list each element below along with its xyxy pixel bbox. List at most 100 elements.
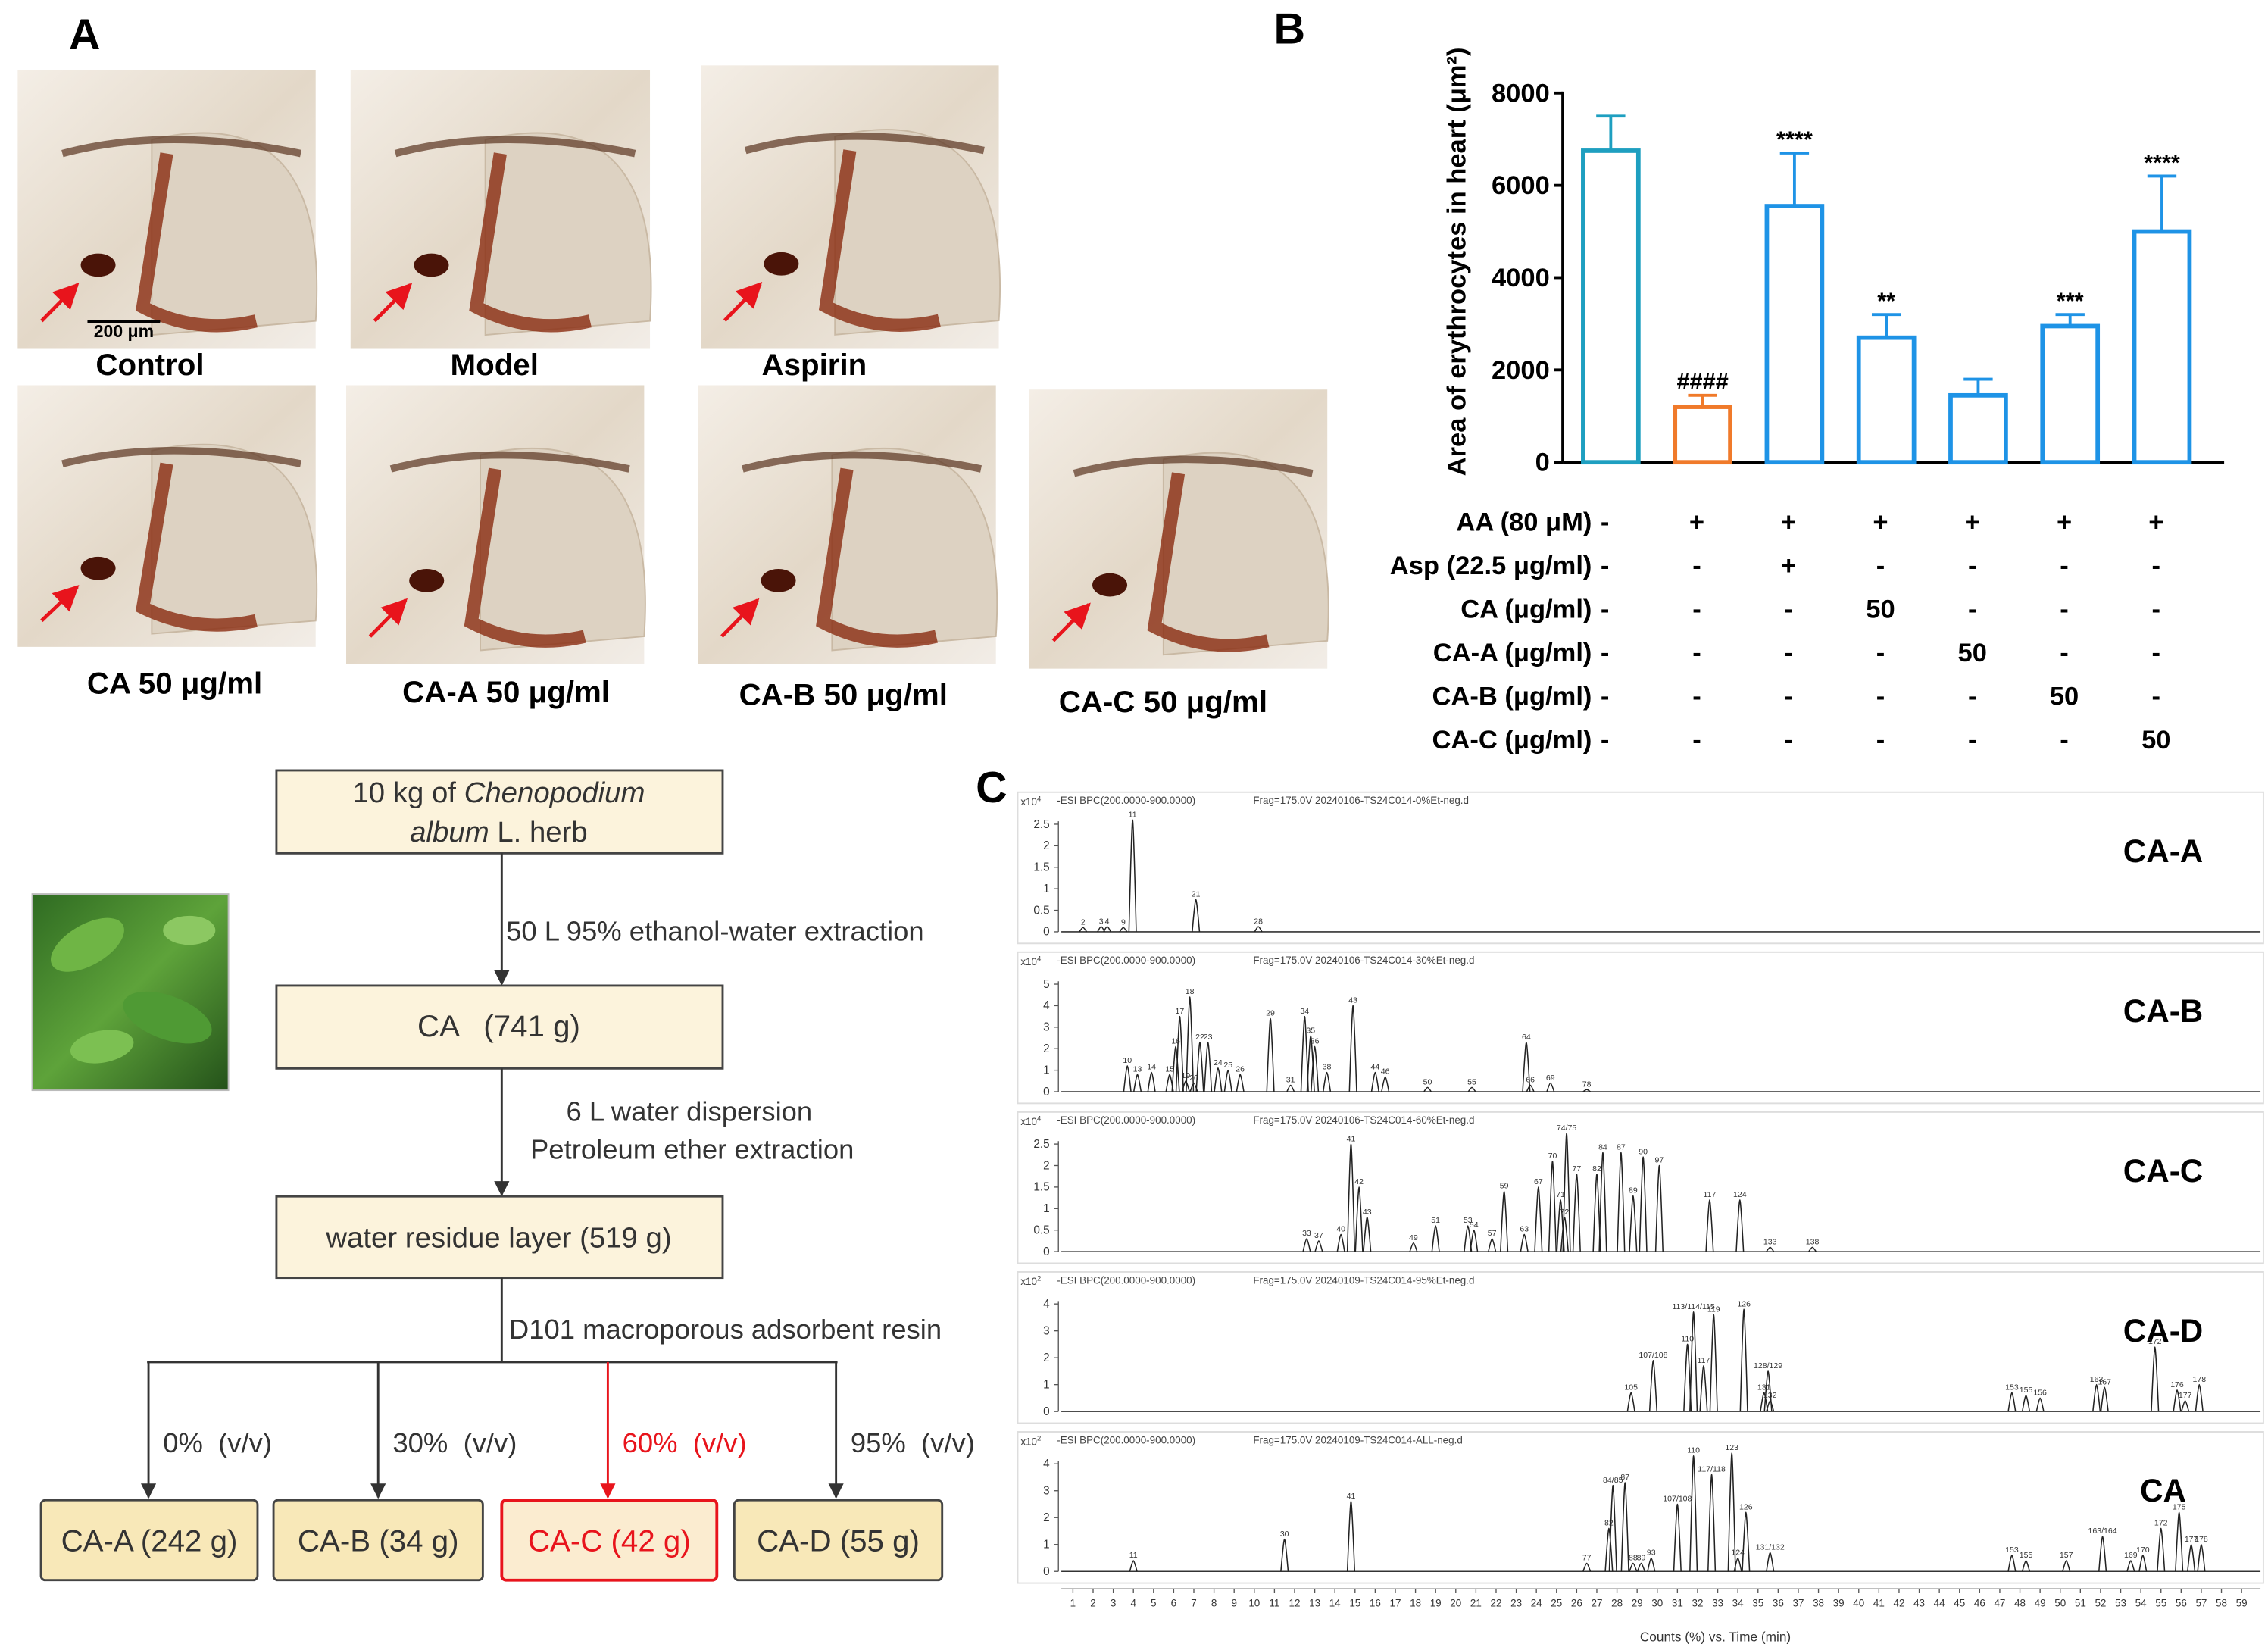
x-tick-label: 16 bbox=[1370, 1597, 1381, 1608]
peak-label: 22 bbox=[1195, 1033, 1204, 1042]
peak-label: 128/129 bbox=[1754, 1361, 1782, 1370]
image-caption: Model bbox=[451, 348, 539, 382]
peak-label: 50 bbox=[1423, 1078, 1432, 1087]
red-arrow bbox=[1051, 602, 1091, 642]
peak bbox=[1409, 1242, 1418, 1252]
trace-name: CA-A bbox=[2123, 833, 2204, 869]
x-tick-label: 24 bbox=[1531, 1597, 1542, 1608]
peak-label: 26 bbox=[1236, 1064, 1245, 1074]
peak bbox=[1132, 1074, 1142, 1092]
y-tick-label: 5 bbox=[1043, 978, 1050, 991]
peak-label: 78 bbox=[1582, 1080, 1592, 1089]
peak bbox=[1592, 1174, 1601, 1252]
x-tick-label: 7 bbox=[1191, 1597, 1196, 1608]
treatment-value: - bbox=[1601, 595, 1610, 623]
text: album bbox=[410, 816, 489, 849]
peak-label: 82 bbox=[1604, 1519, 1614, 1528]
peak-label: 88 bbox=[1629, 1554, 1638, 1563]
scale-label: x102 bbox=[1020, 1274, 1041, 1287]
treatment-value: - bbox=[1876, 552, 1885, 580]
peak bbox=[1689, 1455, 1698, 1572]
peak-label: 77 bbox=[1582, 1554, 1592, 1563]
treatment-value: 50 bbox=[2050, 683, 2079, 711]
peak-label: 124 bbox=[1731, 1549, 1745, 1558]
treatment-value: 50 bbox=[2141, 726, 2170, 755]
treatment-value: - bbox=[1784, 726, 1793, 755]
eluent-label: 0% (v/v) bbox=[163, 1427, 272, 1458]
peak-label: 163/164 bbox=[2088, 1527, 2117, 1536]
chromatograms: x104 -ESI BPC(200.0000-900.0000) Frag=175.… bbox=[1017, 791, 2264, 1644]
peak-label: 3 bbox=[1099, 917, 1104, 926]
significance: **** bbox=[1776, 126, 1813, 152]
treatment-value: - bbox=[2060, 552, 2068, 580]
peak-label: 172 bbox=[2148, 1337, 2162, 1346]
treatment-value: - bbox=[1876, 683, 1885, 711]
treatment-value: - bbox=[1692, 639, 1701, 667]
peak-label: 175 bbox=[2173, 1502, 2186, 1511]
yolk bbox=[151, 443, 318, 635]
peak-label: 123 bbox=[1725, 1443, 1738, 1452]
peak bbox=[1223, 1069, 1232, 1092]
scale-label: x104 bbox=[1020, 1114, 1042, 1127]
yolk bbox=[834, 129, 1001, 336]
treatment-value: - bbox=[1601, 683, 1610, 711]
treatment-value: - bbox=[1968, 552, 1977, 580]
peak bbox=[2100, 1386, 2109, 1412]
peak bbox=[1346, 1501, 1356, 1572]
peak-label: 38 bbox=[1323, 1063, 1332, 1072]
x-tick-label: 4 bbox=[1130, 1597, 1136, 1608]
y-tick-label: 2 bbox=[1043, 1042, 1050, 1055]
x-tick-label: 10 bbox=[1248, 1597, 1260, 1608]
x-tick-label: 47 bbox=[1994, 1597, 2005, 1608]
x-tick-label: 52 bbox=[2095, 1597, 2106, 1608]
treatment-value: - bbox=[2152, 639, 2160, 667]
treatment-value: + bbox=[1873, 508, 1888, 536]
vessel bbox=[61, 447, 301, 467]
x-tick-label: 53 bbox=[2115, 1597, 2126, 1608]
peak bbox=[1097, 926, 1106, 933]
red-arrow bbox=[720, 598, 760, 638]
mode-label: -ESI BPC(200.0000-900.0000) bbox=[1057, 955, 1195, 966]
y-tick-label: 0 bbox=[1043, 1245, 1050, 1258]
x-tick-label: 11 bbox=[1269, 1597, 1279, 1608]
peak-label: 44 bbox=[1371, 1063, 1380, 1072]
step-label: 6 L water dispersion bbox=[566, 1095, 812, 1127]
peak bbox=[1709, 1314, 1718, 1412]
peak bbox=[1639, 1156, 1648, 1252]
treatment-value: - bbox=[1968, 683, 1977, 711]
peak-label: 177 bbox=[2185, 1535, 2198, 1544]
box-text: water residue layer (519 g) bbox=[325, 1221, 671, 1254]
x-tick-label: 5 bbox=[1151, 1597, 1156, 1608]
image-caption: CA 50 μg/ml bbox=[87, 666, 262, 700]
peak bbox=[2007, 1555, 2017, 1572]
x-tick-label: 25 bbox=[1551, 1597, 1562, 1608]
y-tick-label: 2 bbox=[1043, 1159, 1050, 1172]
treatment-value: - bbox=[1968, 595, 1977, 623]
peak bbox=[1322, 1071, 1332, 1092]
peak bbox=[2138, 1555, 2148, 1572]
peak bbox=[1370, 1071, 1379, 1092]
peak bbox=[1735, 1199, 1745, 1252]
treatment-value: + bbox=[1689, 508, 1704, 536]
blood bbox=[464, 467, 586, 648]
step-label: Petroleum ether extraction bbox=[530, 1133, 854, 1164]
peak-label: 176 bbox=[2170, 1380, 2184, 1389]
peak bbox=[1186, 996, 1195, 1092]
treatment-value: - bbox=[1601, 639, 1610, 667]
peak-label: 87 bbox=[1620, 1473, 1629, 1482]
peak bbox=[1673, 1503, 1682, 1572]
peak-label: 51 bbox=[1431, 1216, 1440, 1225]
peak bbox=[1526, 1084, 1535, 1092]
peak-label: 33 bbox=[1302, 1229, 1311, 1238]
peak-label: 63 bbox=[1520, 1225, 1529, 1234]
trace-frame bbox=[1017, 1111, 2264, 1264]
x-tick-label: 29 bbox=[1632, 1597, 1643, 1608]
y-tick-label: 4 bbox=[1043, 999, 1050, 1012]
peak-label: 64 bbox=[1522, 1033, 1531, 1042]
text: 10 kg of bbox=[352, 777, 464, 809]
eluent-label: 60% (v/v) bbox=[623, 1427, 747, 1458]
peak bbox=[1470, 1229, 1479, 1252]
image-caption: CA-A 50 μg/ml bbox=[402, 675, 610, 709]
x-tick-label: 54 bbox=[2135, 1597, 2147, 1608]
